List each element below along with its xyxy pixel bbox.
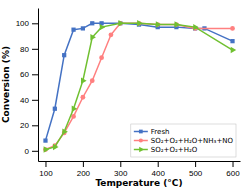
series-marker [53, 144, 59, 150]
series-marker [53, 107, 57, 111]
series-marker [90, 21, 94, 25]
series-marker [137, 20, 143, 26]
series-marker [156, 21, 162, 27]
y-tick: 20 [20, 121, 38, 130]
x-tick-label: 200 [77, 169, 91, 178]
y-tick-mark [32, 100, 38, 101]
series-marker [230, 39, 234, 43]
x-tick: 300 [114, 161, 128, 178]
y-tick-mark [32, 74, 38, 75]
legend: FreshSO₂+O₂+H₂O+NH₃+NOSO₂+O₂+H₂O [131, 124, 236, 157]
series-marker [100, 24, 106, 30]
legend-item: SO₂+O₂+H₂O+NH₃+NO [134, 137, 234, 145]
x-tick-mark [120, 161, 121, 167]
x-tick-label: 600 [226, 169, 240, 178]
chart: 100200300400500600020406080100FreshSO₂+O… [0, 0, 250, 189]
series-marker [230, 26, 235, 31]
x-tick-label: 300 [114, 169, 128, 178]
x-tick: 400 [152, 161, 166, 178]
y-axis: 0 20 40 60 80 100 [16, 9, 39, 162]
series-marker [193, 24, 199, 30]
legend-label: SO₂+O₂+H₂O+NH₃+NO [151, 137, 234, 145]
series-marker [90, 34, 96, 40]
series-marker [72, 106, 78, 112]
x-axis: 100 200 300 400 500 600 [39, 161, 241, 178]
plot: 100200300400500600020406080100FreshSO₂+O… [16, 9, 241, 178]
series-marker [118, 20, 124, 26]
series-marker [71, 28, 75, 32]
y-tick-mark [32, 151, 38, 152]
y-tick: 80 [20, 45, 38, 54]
legend-item: SO₂+O₂+H₂O [134, 146, 198, 154]
y-axis-title: Conversion (%) [1, 46, 11, 123]
legend-marker [139, 147, 144, 153]
series-marker [231, 47, 237, 53]
series-marker [109, 32, 114, 37]
y-tick: 60 [20, 70, 38, 79]
series-marker [90, 78, 95, 83]
y-tick: 100 [16, 19, 38, 28]
series-marker [80, 95, 85, 100]
y-tick-mark [32, 125, 38, 126]
series-marker [99, 55, 104, 60]
y-tick-label: 60 [20, 70, 29, 79]
series-marker [175, 21, 181, 27]
series-marker [44, 146, 50, 152]
x-tick: 500 [189, 161, 203, 178]
x-axis-title: Temperature (°C) [95, 178, 182, 188]
y-tick: 40 [20, 96, 38, 105]
series-marker [62, 53, 66, 57]
series-marker [81, 77, 87, 83]
y-tick-mark [32, 23, 38, 24]
y-axis-line [38, 9, 39, 162]
x-tick-mark [195, 161, 196, 167]
y-tick-label: 80 [20, 45, 29, 54]
x-tick: 100 [39, 161, 53, 178]
x-tick-label: 400 [152, 169, 166, 178]
legend-item: Fresh [134, 128, 170, 136]
x-tick: 600 [226, 161, 240, 178]
x-tick: 200 [77, 161, 91, 178]
series-line [45, 23, 232, 140]
x-tick-label: 100 [39, 169, 53, 178]
legend-label: SO₂+O₂+H₂O [151, 146, 198, 154]
y-tick-mark [32, 49, 38, 50]
series-marker [43, 138, 47, 142]
legend-marker [139, 138, 143, 142]
legend-box [131, 124, 236, 157]
x-tick-mark [83, 161, 84, 167]
series-marker [81, 26, 85, 30]
y-tick-label: 0 [25, 147, 30, 156]
y-tick-label: 40 [20, 96, 29, 105]
x-tick-label: 500 [189, 169, 203, 178]
x-axis-line [39, 161, 241, 162]
x-tick-mark [233, 161, 234, 167]
series-marker [62, 128, 68, 134]
y-tick-label: 20 [20, 121, 29, 130]
legend-label: Fresh [151, 128, 170, 136]
y-tick-label: 100 [16, 19, 30, 28]
x-tick-mark [45, 161, 46, 167]
y-tick: 0 [25, 147, 38, 156]
legend-marker [139, 130, 143, 134]
x-tick-mark [158, 161, 159, 167]
